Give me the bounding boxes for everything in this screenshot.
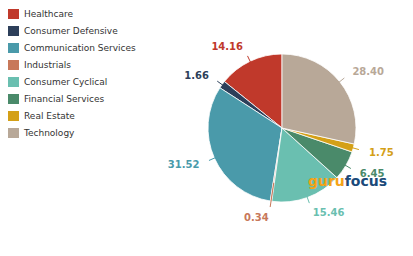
pie	[208, 54, 356, 202]
leader-line	[335, 143, 359, 150]
leader-line	[325, 78, 344, 93]
legend-label: Financial Services	[24, 94, 105, 104]
legend-swatch	[8, 128, 19, 138]
annotation-part: focus	[345, 173, 387, 189]
legend-label: Communication Services	[24, 43, 136, 53]
legend: Healthcare Consumer Defensive Communicatio…	[8, 9, 136, 138]
data-label: 31.52	[168, 159, 200, 170]
data-label: 28.40	[352, 66, 384, 77]
legend-label: Healthcare	[24, 9, 74, 19]
legend-swatch	[8, 111, 19, 121]
legend-label: Technology	[23, 128, 75, 138]
data-label: 1.75	[369, 147, 394, 158]
data-label: 0.34	[244, 212, 269, 223]
leader-line	[248, 56, 259, 78]
legend-swatch	[8, 77, 19, 87]
annotation: gurufocus	[308, 173, 387, 189]
chart: 14.161.6631.520.3415.466.451.7528.40guru…	[0, 0, 413, 256]
legend-label: Consumer Cyclical	[24, 77, 107, 87]
legend-swatch	[8, 60, 19, 70]
legend-label: Real Estate	[24, 111, 75, 121]
data-labels: 14.161.6631.520.3415.466.451.7528.40	[168, 41, 394, 223]
legend-swatch	[8, 9, 19, 19]
leader-line	[270, 183, 274, 207]
leader-line	[330, 156, 351, 168]
legend-label: Consumer Defensive	[24, 26, 118, 36]
legend-swatch	[8, 94, 19, 104]
legend-label: Industrials	[24, 60, 71, 70]
annotation-part: guru	[308, 173, 345, 189]
leader-line	[217, 81, 237, 95]
data-label: 15.46	[313, 207, 345, 218]
legend-swatch	[8, 43, 19, 53]
leader-line	[209, 151, 231, 161]
data-label: 14.16	[211, 41, 243, 52]
data-label: 1.66	[184, 70, 209, 81]
pie-slice	[208, 88, 282, 201]
pie-slice	[282, 54, 356, 144]
legend-swatch	[8, 26, 19, 36]
